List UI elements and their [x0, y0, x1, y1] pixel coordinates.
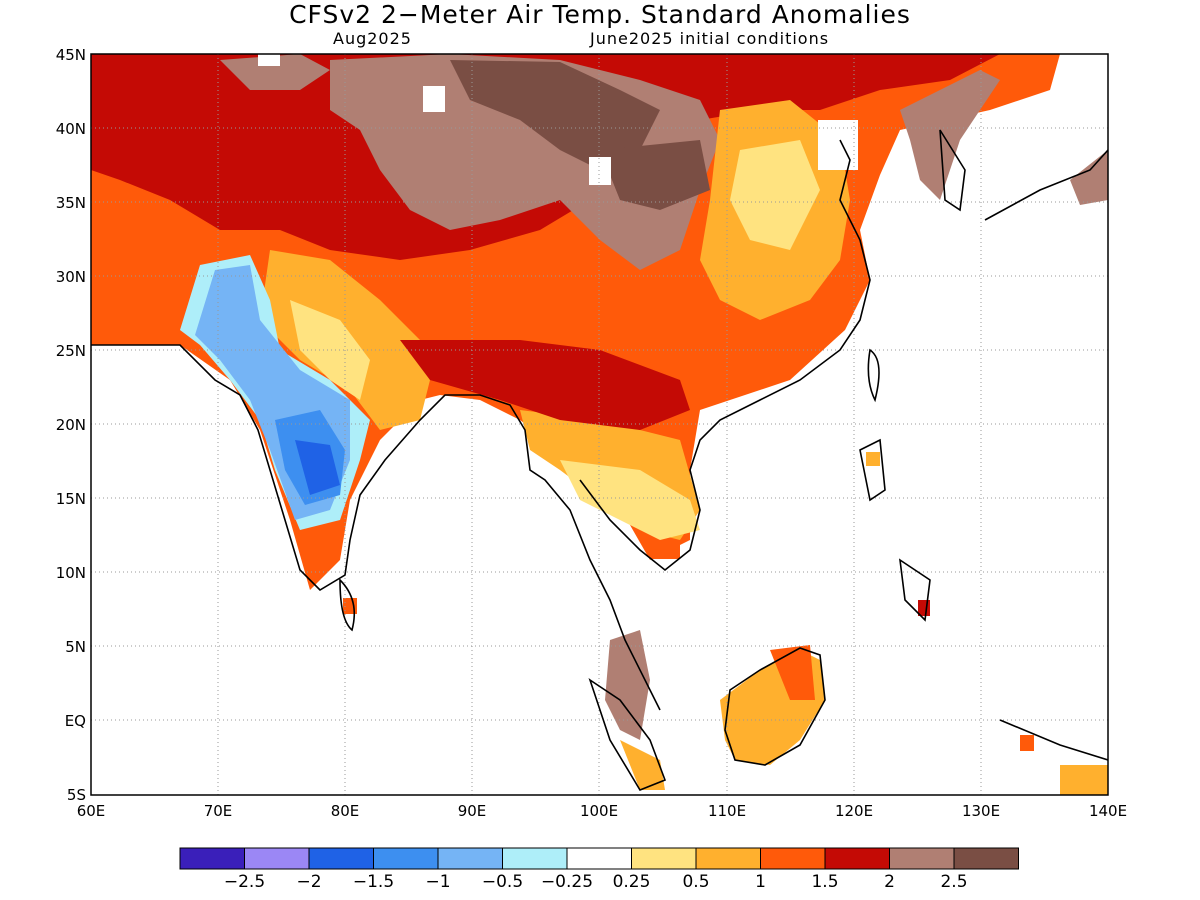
- colorbar-swatch: [308, 847, 374, 870]
- map-title: CFSv2 2−Meter Air Temp. Standard Anomali…: [289, 0, 911, 29]
- colorbar-swatch: [179, 847, 245, 870]
- lat-tick-label: 30N: [56, 268, 86, 286]
- colorbar-swatch: [824, 847, 890, 870]
- lat-tick-label: 15N: [56, 490, 86, 508]
- colorbar-label: 0.25: [613, 872, 651, 892]
- colorbar-label: −1.5: [353, 872, 394, 892]
- initial-conditions-label: June2025 initial conditions: [590, 29, 830, 48]
- lon-tick-label: 70E: [204, 802, 233, 820]
- colorbar-label: 1: [755, 872, 766, 892]
- lon-tick-label: 130E: [962, 802, 1000, 820]
- colorbar-label: 0.5: [682, 872, 709, 892]
- lon-tick-label: 100E: [580, 802, 618, 820]
- lon-tick-label: 140E: [1089, 802, 1127, 820]
- lon-tick-label: 120E: [835, 802, 873, 820]
- lat-tick-label: 40N: [56, 120, 86, 138]
- lon-tick-label: 60E: [77, 802, 106, 820]
- lat-tick-label: EQ: [65, 712, 86, 730]
- colorbar: −2.5 −2 −1.5 −1 −0.5 −0.25 0.25 0.5 1 1.5 2 2.5: [179, 847, 1019, 892]
- lat-tick-label: 10N: [56, 564, 86, 582]
- coastlines: [91, 129, 1108, 791]
- colorbar-swatch: [631, 847, 697, 870]
- colorbar-swatch: [695, 847, 761, 870]
- lat-axis: 45N 40N 35N 30N 25N 20N 15N 10N 5N EQ 5S: [56, 46, 86, 804]
- lat-tick-label: 20N: [56, 416, 86, 434]
- graticule: [91, 54, 1108, 795]
- colorbar-label: −2.5: [224, 872, 265, 892]
- colorbar-swatch: [889, 847, 955, 870]
- colorbar-swatch: [760, 847, 826, 870]
- colorbar-swatch: [437, 847, 503, 870]
- map-frame: [90, 53, 1109, 796]
- colorbar-swatch: [566, 847, 632, 870]
- valid-month-label: Aug2025: [333, 29, 412, 48]
- colorbar-label: −2: [296, 872, 321, 892]
- lon-axis: 60E 70E 80E 90E 100E 110E 120E 130E 140E: [77, 802, 1127, 820]
- colorbar-swatch: [244, 847, 310, 870]
- colorbar-swatch: [502, 847, 568, 870]
- colorbar-swatch: [373, 847, 439, 870]
- colorbar-swatch: [953, 847, 1019, 870]
- colorbar-label: −0.5: [482, 872, 523, 892]
- lat-tick-label: 45N: [56, 46, 86, 64]
- colorbar-label: −0.25: [541, 872, 593, 892]
- colorbar-label: 1.5: [811, 872, 838, 892]
- anomaly-shading: [91, 54, 1108, 795]
- lat-tick-label: 5S: [67, 786, 86, 804]
- lon-tick-label: 80E: [331, 802, 360, 820]
- lon-tick-label: 110E: [708, 802, 746, 820]
- colorbar-label: −1: [425, 872, 450, 892]
- lat-tick-label: 25N: [56, 342, 86, 360]
- colorbar-label: 2.5: [940, 872, 967, 892]
- colorbar-label: 2: [884, 872, 895, 892]
- lat-tick-label: 5N: [65, 638, 86, 656]
- lat-tick-label: 35N: [56, 194, 86, 212]
- lon-tick-label: 90E: [458, 802, 487, 820]
